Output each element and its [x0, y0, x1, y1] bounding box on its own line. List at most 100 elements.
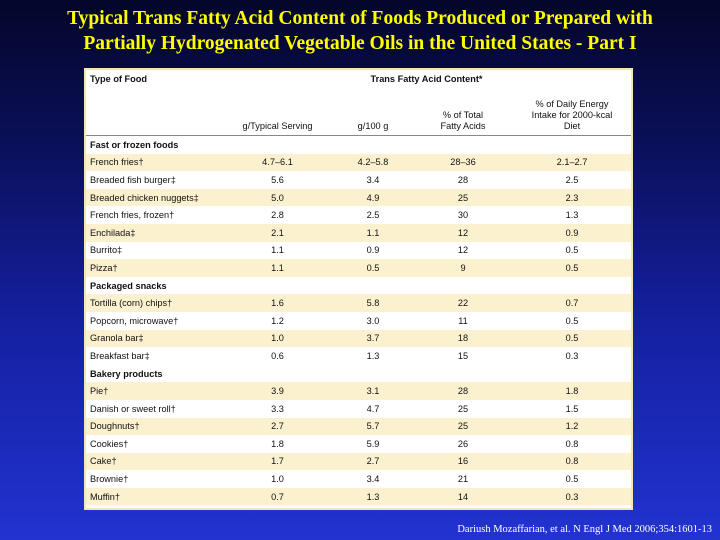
table-row: Breaded fish burger‡ 5.6 3.4 28 2.5: [86, 171, 631, 189]
table-row: Cake† 1.7 2.7 16 0.8: [86, 452, 631, 471]
per-100g-cell: 1.1: [333, 223, 413, 242]
per-100g-cell: 3.1: [333, 382, 413, 400]
serving-cell: 2.8: [271, 210, 284, 221]
pct-fatty-acids-cell: 25: [457, 403, 469, 414]
food-cell: Popcorn, microwave†: [90, 315, 179, 326]
table-row: French fries, frozen† 2.8 2.5 30 1.3: [86, 206, 631, 224]
data-table: Type of Food Trans Fatty Acid Content* g…: [86, 70, 631, 506]
table-row: Enchilada‡ 2.1 1.1 12 0.9: [86, 223, 631, 242]
serving-cell: 1.8: [271, 438, 284, 449]
pct-energy-cell: 2.5: [565, 174, 579, 185]
pct-energy-cell: 0.5: [565, 245, 579, 256]
pct-fatty-acids-cell: 16: [413, 452, 513, 471]
serving-cell: 5.6: [271, 174, 284, 185]
food-cell: Enchilada‡: [86, 223, 222, 242]
per-100g-cell: 2.7: [333, 452, 413, 471]
serving-cell: 2.1: [222, 223, 333, 242]
serving-cell: 1.0: [222, 329, 333, 348]
section-title: Fast or frozen foods: [90, 139, 179, 150]
section-title: Packaged snacks: [90, 280, 167, 291]
table-row: Brownie† 1.0 3.4 21 0.5: [86, 470, 631, 488]
table-row: Danish or sweet roll† 3.3 4.7 25 1.5: [86, 400, 631, 418]
pct-fatty-acids-cell: 18: [413, 329, 513, 348]
serving-cell: 1.2: [271, 315, 284, 326]
food-cell: Brownie†: [90, 474, 129, 485]
serving-cell: 0.6: [271, 350, 284, 361]
section-header: Packaged snacks: [86, 277, 631, 295]
per-100g-cell: 0.9: [366, 245, 380, 256]
per-100g-cell: 5.7: [333, 417, 413, 436]
pct-energy-cell: 1.5: [565, 403, 579, 414]
serving-cell: 0.7: [222, 487, 333, 506]
food-cell: Pizza†: [86, 259, 222, 277]
serving-cell: 1.0: [271, 474, 284, 485]
pct-energy-cell: 0.7: [513, 294, 631, 312]
pct-energy-cell: 1.3: [565, 210, 579, 221]
pct-energy-cell: 0.9: [513, 223, 631, 242]
citation: Dariush Mozaffarian, et al. N Engl J Med…: [457, 524, 712, 535]
pct-fatty-acids-cell: 28: [413, 382, 513, 400]
food-cell: Breakfast bar‡: [90, 350, 150, 361]
per-100g-cell: 1.3: [333, 487, 413, 506]
pct-energy-cell: 0.3: [565, 350, 579, 361]
pct-fatty-acids-cell: 9: [413, 259, 513, 277]
per-100g-cell: 2.5: [366, 210, 380, 221]
serving-cell: 1.1: [222, 259, 333, 277]
serving-cell: 1.1: [271, 245, 284, 256]
header-type-of-food: Type of Food: [90, 74, 147, 84]
slide-title-line-2: Partially Hydrogenated Vegetable Oils in…: [83, 33, 637, 54]
per-100g-cell: 3.4: [366, 174, 380, 185]
pct-fatty-acids-cell: 25: [413, 188, 513, 207]
food-cell: Doughnuts†: [86, 417, 222, 436]
per-100g-cell: 3.7: [333, 329, 413, 348]
pct-fatty-acids-cell: 28: [457, 174, 469, 185]
serving-cell: 3.3: [271, 403, 284, 414]
pct-energy-cell: 1.2: [513, 417, 631, 436]
pct-fatty-acids-cell: 30: [457, 210, 469, 221]
table-row: Popcorn, microwave† 1.2 3.0 11 0.5: [86, 312, 631, 330]
food-cell: Granola bar‡: [86, 329, 222, 348]
slide-title-line-1: Typical Trans Fatty Acid Content of Food…: [67, 8, 653, 29]
per-100g-cell: 5.9: [366, 438, 380, 449]
pct-energy-cell: 0.5: [513, 329, 631, 348]
table-row: Breaded chicken nuggets‡ 5.0 4.9 25 2.3: [86, 188, 631, 207]
food-cell: French fries, frozen†: [90, 210, 175, 221]
food-cell: Danish or sweet roll†: [90, 403, 176, 414]
per-100g-cell: 5.8: [333, 294, 413, 312]
per-100g-cell: 4.2–5.8: [333, 153, 413, 172]
per-100g-cell: 4.9: [333, 188, 413, 207]
section-title: Bakery products: [90, 368, 163, 379]
pct-energy-cell: 0.5: [565, 315, 579, 326]
table-row: Tortilla (corn) chips† 1.6 5.8 22 0.7: [86, 294, 631, 312]
serving-cell: 5.0: [222, 188, 333, 207]
table-row: Pizza† 1.1 0.5 9 0.5: [86, 259, 631, 277]
col-header-pct-energy: % of Daily Energy Intake for 2000-kcal D…: [513, 88, 631, 136]
pct-fatty-acids-cell: 14: [413, 487, 513, 506]
food-cell: French fries†: [86, 153, 222, 172]
pct-fatty-acids-cell: 25: [413, 417, 513, 436]
pct-energy-cell: 2.1–2.7: [513, 153, 631, 172]
table-row: Muffin† 0.7 1.3 14 0.3: [86, 487, 631, 506]
pct-fatty-acids-cell: 11: [458, 315, 468, 326]
table-row: Breakfast bar‡ 0.6 1.3 15 0.3: [86, 347, 631, 365]
pct-energy-cell: 0.8: [565, 438, 579, 449]
serving-cell: 3.9: [222, 382, 333, 400]
per-100g-cell: 3.4: [366, 474, 380, 485]
pct-energy-cell: 2.3: [513, 188, 631, 207]
table-row: Cookies† 1.8 5.9 26 0.8: [86, 435, 631, 453]
serving-cell: 1.7: [222, 452, 333, 471]
col-header-per-100g: g/100 g: [333, 88, 413, 136]
pct-energy-cell: 0.3: [513, 487, 631, 506]
trans-fat-table: Type of Food Trans Fatty Acid Content* g…: [84, 68, 633, 510]
per-100g-cell: 3.0: [366, 315, 380, 326]
pct-fatty-acids-cell: 12: [413, 223, 513, 242]
food-cell: Breaded chicken nuggets‡: [86, 188, 222, 207]
food-cell: Muffin†: [86, 487, 222, 506]
table-row: Granola bar‡ 1.0 3.7 18 0.5: [86, 329, 631, 348]
serving-cell: 4.7–6.1: [222, 153, 333, 172]
header-trans-fatty-acid-content: Trans Fatty Acid Content*: [370, 74, 483, 84]
col-header-pct-fatty-acids: % of Total Fatty Acids: [413, 88, 513, 136]
pct-fatty-acids-cell: 12: [457, 245, 469, 256]
food-cell: Cake†: [86, 452, 222, 471]
food-cell: Pie†: [86, 382, 222, 400]
